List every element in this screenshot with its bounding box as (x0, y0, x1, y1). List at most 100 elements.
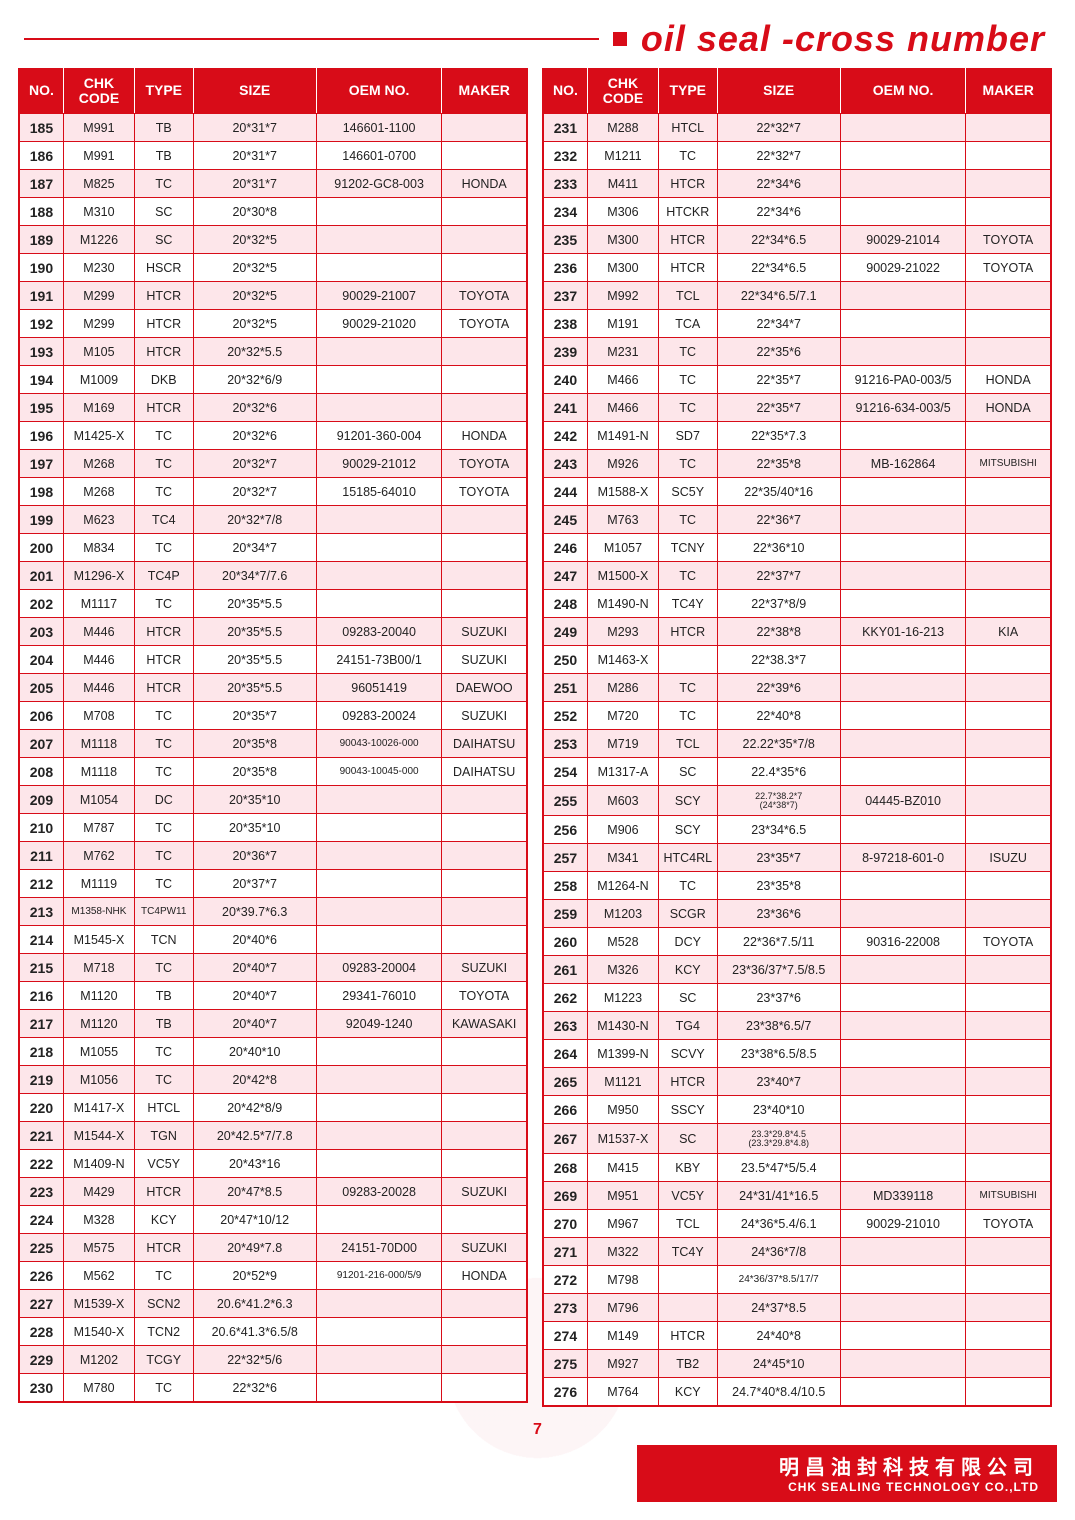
table-row: 248M1490-NTC4Y22*37*8/9 (544, 589, 1050, 617)
cell-maker (442, 337, 526, 365)
cell-maker (442, 589, 526, 617)
cell-size: 22*37*7 (718, 561, 841, 589)
th-size: SIZE (718, 68, 841, 113)
cell-maker: ISUZU (966, 843, 1050, 871)
table-row: 267M1537-XSC23.3*29.8*4.5(23.3*29.8*4.8) (544, 1123, 1050, 1153)
cell-size: 20*32*7 (194, 477, 317, 505)
table-row: 198M268TC20*32*715185-64010TOYOTA (20, 477, 526, 505)
cell-code: M1223 (588, 983, 659, 1011)
cell-type: HTCR (135, 1177, 194, 1205)
cell-code: M1430-N (588, 1011, 659, 1039)
cell-maker (966, 561, 1050, 589)
cell-oem (317, 841, 442, 869)
cell-code: M1296-X (64, 561, 135, 589)
cell-oem: 91216-PA0-003/5 (841, 365, 966, 393)
cell-oem (317, 1149, 442, 1177)
cell-maker (966, 1153, 1050, 1181)
cell-no: 275 (544, 1349, 588, 1377)
cell-no: 260 (544, 927, 588, 955)
cell-oem (317, 337, 442, 365)
table-row: 197M268TC20*32*790029-21012TOYOTA (20, 449, 526, 477)
cell-maker (442, 1289, 526, 1317)
cell-code: M169 (64, 393, 135, 421)
cell-type: HTCKR (659, 197, 718, 225)
cell-size: 24*31/41*16.5 (718, 1181, 841, 1209)
cell-code: M926 (588, 449, 659, 477)
cell-oem: 90043-10026-000 (317, 729, 442, 757)
table-row: 256M906SCY23*34*6.5 (544, 815, 1050, 843)
cell-code: M719 (588, 729, 659, 757)
cell-type: TC (135, 1065, 194, 1093)
table-row: 201M1296-XTC4P20*34*7/7.6 (20, 561, 526, 589)
cell-size: 23*40*10 (718, 1095, 841, 1123)
cell-oem (841, 197, 966, 225)
cell-code: M528 (588, 927, 659, 955)
cell-no: 210 (20, 813, 64, 841)
cell-type: KCY (659, 955, 718, 983)
cell-type: TCL (659, 281, 718, 309)
cell-oem (841, 281, 966, 309)
cell-code: M1463-X (588, 645, 659, 673)
cell-type: TC (659, 673, 718, 701)
cell-no: 244 (544, 477, 588, 505)
cell-oem: KKY01-16-213 (841, 617, 966, 645)
cell-oem (317, 1121, 442, 1149)
cell-code: M299 (64, 281, 135, 309)
cell-size: 20*32*6 (194, 421, 317, 449)
cell-maker: MITSUBISHI (966, 1181, 1050, 1209)
cell-type: TC (659, 505, 718, 533)
cell-size: 20*35*8 (194, 757, 317, 785)
cell-size: 20.6*41.2*6.3 (194, 1289, 317, 1317)
table-row: 264M1399-NSCVY23*38*6.5/8.5 (544, 1039, 1050, 1067)
table-row: 211M762TC20*36*7 (20, 841, 526, 869)
cell-maker (966, 169, 1050, 197)
cell-type: TC (659, 393, 718, 421)
cell-size: 22*34*6 (718, 197, 841, 225)
table-row: 219M1056TC20*42*8 (20, 1065, 526, 1093)
cell-maker (966, 421, 1050, 449)
cell-maker (442, 925, 526, 953)
cell-type: TC (659, 561, 718, 589)
table-row: 229M1202TCGY22*32*5/6 (20, 1345, 526, 1373)
table-row: 203M446HTCR20*35*5.509283-20040SUZUKI (20, 617, 526, 645)
cell-code: M149 (588, 1321, 659, 1349)
cell-size: 22*34*7 (718, 309, 841, 337)
cell-oem (317, 1037, 442, 1065)
table-row: 221M1544-XTGN20*42.5*7/7.8 (20, 1121, 526, 1149)
cell-code: M1409-N (64, 1149, 135, 1177)
cell-oem (317, 253, 442, 281)
cell-oem (317, 785, 442, 813)
cell-no: 264 (544, 1039, 588, 1067)
cell-no: 188 (20, 197, 64, 225)
cell-type: DKB (135, 365, 194, 393)
cell-type: TC4PW11 (135, 897, 194, 925)
cell-maker (442, 505, 526, 533)
cell-maker (966, 281, 1050, 309)
cell-maker (442, 141, 526, 169)
table-row: 250M1463-X22*38.3*7 (544, 645, 1050, 673)
cell-size: 22.4*35*6 (718, 757, 841, 785)
cell-oem (317, 925, 442, 953)
cell-no: 189 (20, 225, 64, 253)
cell-code: M575 (64, 1233, 135, 1261)
table-row: 218M1055TC20*40*10 (20, 1037, 526, 1065)
cell-oem: 90316-22008 (841, 927, 966, 955)
cell-size: 22*36*7 (718, 505, 841, 533)
table-row: 242M1491-NSD722*35*7.3 (544, 421, 1050, 449)
table-row: 244M1588-XSC5Y22*35/40*16 (544, 477, 1050, 505)
table-row: 243M926TC22*35*8MB-162864MITSUBISHI (544, 449, 1050, 477)
cell-no: 262 (544, 983, 588, 1011)
cell-code: M446 (64, 673, 135, 701)
cell-size: 20*37*7 (194, 869, 317, 897)
cell-oem (841, 589, 966, 617)
cell-size: 23*36/37*7.5/8.5 (718, 955, 841, 983)
cell-oem (841, 701, 966, 729)
th-type: TYPE (659, 68, 718, 113)
cell-maker (966, 1377, 1050, 1405)
cell-size: 22*35*7 (718, 393, 841, 421)
cell-maker: HONDA (442, 421, 526, 449)
cell-maker: TOYOTA (442, 449, 526, 477)
cell-code: M1358-NHK (64, 897, 135, 925)
cell-oem (841, 815, 966, 843)
cell-oem: 09283-20004 (317, 953, 442, 981)
